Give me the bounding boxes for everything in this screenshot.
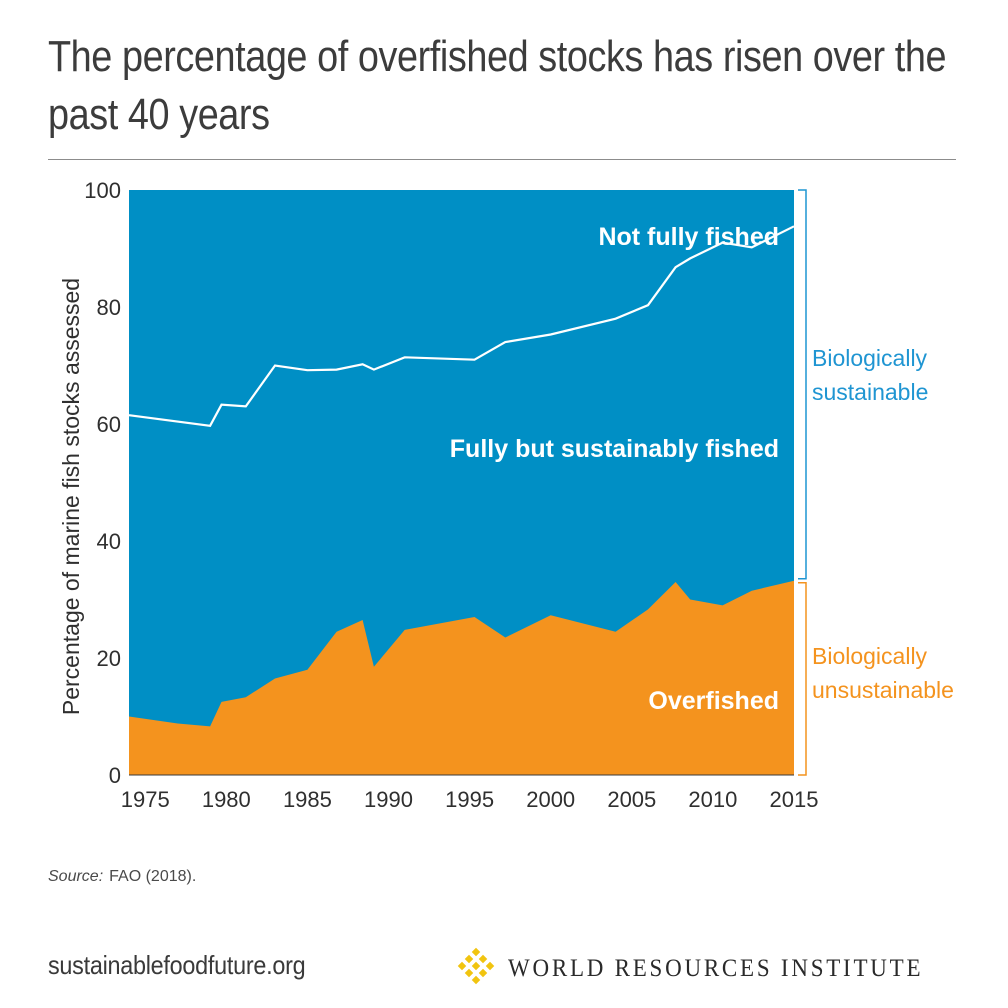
x-tick-label: 2010	[688, 787, 737, 812]
x-tick-label: 1980	[202, 787, 251, 812]
x-tick-label: 1990	[364, 787, 413, 812]
bracket-label-sustainable: Biologically	[812, 345, 928, 371]
series-fully-fished-line	[128, 225, 795, 427]
label-not-fully-fished: Not fully fished	[598, 223, 779, 251]
y-tick-label: 40	[97, 529, 121, 554]
x-tick-label: 2015	[770, 787, 819, 812]
wri-lattice-logo-icon	[457, 947, 495, 985]
y-tick-label: 80	[97, 295, 121, 320]
source-note: Source: FAO (2018).	[48, 868, 196, 886]
y-axis-label: Percentage of marine fish stocks assesse…	[58, 278, 84, 715]
y-tick-label: 20	[97, 646, 121, 671]
bracket-unsustainable	[798, 582, 807, 776]
bracket-sustainable	[798, 189, 807, 580]
bracket-label-unsustainable: unsustainable	[812, 677, 954, 703]
source-label: Source:	[48, 868, 104, 885]
organization-name: WORLD RESOURCES INSTITUTE	[508, 955, 924, 982]
x-tick-label: 1985	[283, 787, 332, 812]
chart-title: The percentage of overfished stocks has …	[48, 32, 947, 139]
x-tick-label: 1995	[445, 787, 494, 812]
label-overfished: Overfished	[648, 687, 779, 715]
y-tick-label: 0	[109, 763, 121, 788]
label-fully-sustainably-fished: Fully but sustainably fished	[450, 435, 779, 463]
y-tick-label: 60	[97, 412, 121, 437]
plot-layer	[128, 190, 795, 775]
site-url-link[interactable]: sustainablefoodfuture.org	[48, 950, 306, 980]
series-overfished-area	[129, 580, 794, 775]
x-tick-label: 1975	[121, 787, 170, 812]
bracket-label-unsustainable: Biologically	[812, 643, 928, 669]
label-layer: Not fully fished Fully but sustainably fi…	[450, 189, 954, 776]
bracket-label-sustainable: sustainable	[812, 379, 928, 405]
axis-layer: 1975 1980 1985 1990 1995 2000 2005 2010 2015 0 20 4…	[58, 178, 818, 812]
title-divider	[48, 159, 956, 160]
x-tick-label: 2005	[607, 787, 656, 812]
y-tick-label: 100	[84, 178, 121, 203]
x-tick-label: 2000	[526, 787, 575, 812]
source-text: FAO (2018).	[109, 868, 197, 885]
